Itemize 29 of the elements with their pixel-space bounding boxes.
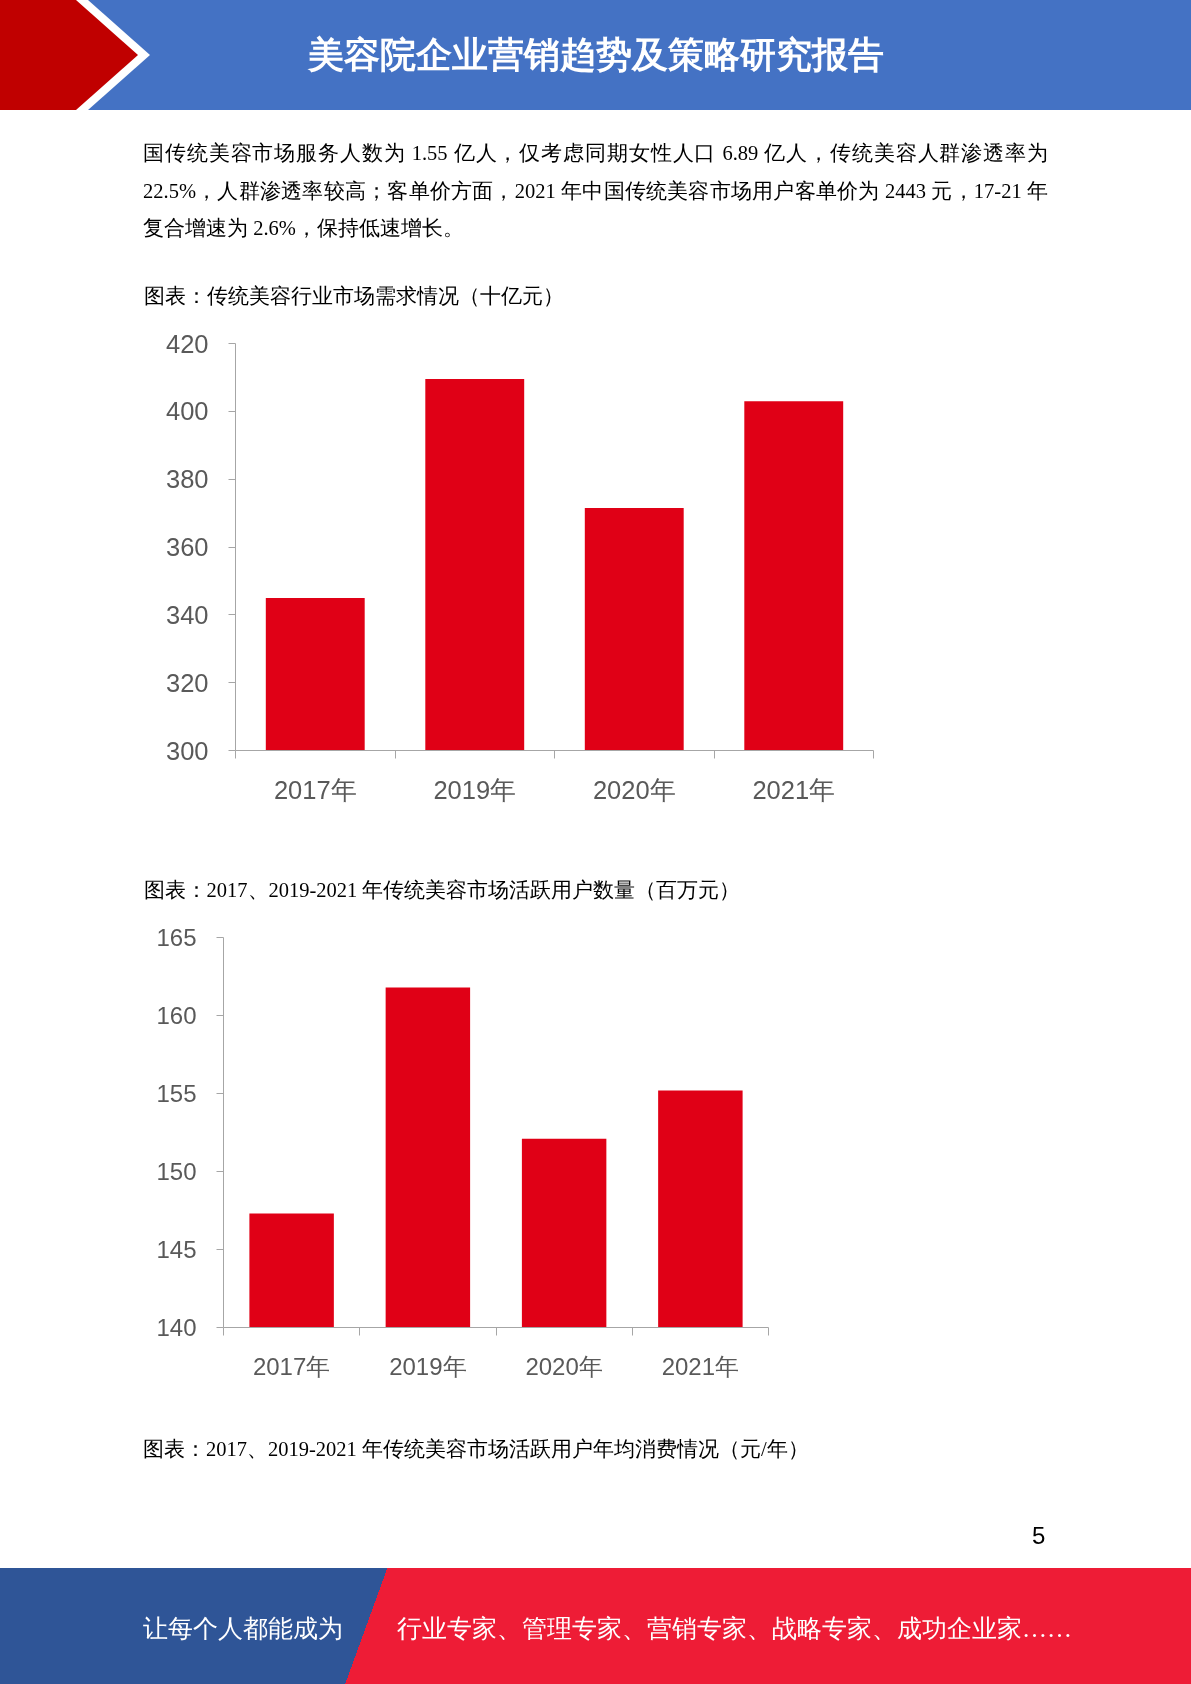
chart-title: 图表：传统美容行业市场需求情况（十亿元） <box>143 284 564 307</box>
y-tick-label: 320 <box>165 668 209 697</box>
y-tick-label: 160 <box>156 1002 197 1029</box>
chart-title: 图表：2017、2019-2021 年传统美容市场活跃用户数量（百万元） <box>143 878 741 901</box>
y-tick-label: 155 <box>156 1080 197 1107</box>
y-tick-label: 420 <box>165 329 209 358</box>
text: 图表：2017、2019-2021 年传统美容市场活跃用户年均消费情况（元/年） <box>143 1437 809 1462</box>
x-tick-label: 2020年 <box>525 1352 603 1380</box>
x-tick-label: 2021年 <box>752 775 836 804</box>
x-tick-label: 2019年 <box>433 775 517 804</box>
x-tick-label: 2020年 <box>592 775 676 804</box>
text: 行业专家、管理专家、营销专家、战略专家、成功企业家…… <box>397 1614 1072 1644</box>
y-tick-label: 140 <box>156 1314 197 1341</box>
text: 让每个人都能成为 <box>143 1614 343 1644</box>
text: 美容院企业营销趋势及策略研究报告 <box>0 0 1191 110</box>
y-tick-label: 400 <box>165 397 209 426</box>
y-tick-label: 340 <box>165 600 209 629</box>
y-tick-label: 145 <box>156 1236 197 1263</box>
y-tick-label: 165 <box>156 924 197 951</box>
x-tick-label: 2017年 <box>273 775 357 804</box>
text: 国传统美容市场服务人数为 1.55 亿人，仅考虑同期女性人口 6.89 亿人，传统美容人群渗透率为 22.5%，人群渗透率较高；客单价方面，2021 年中国传统美容市场用户客单价为 2443 元，17-21 年复合增速为 2.6%，保持低速增长。 <box>143 141 1048 241</box>
x-tick-label: 2019年 <box>389 1352 467 1380</box>
x-tick-label: 2021年 <box>661 1352 740 1380</box>
y-tick-label: 150 <box>156 1158 197 1185</box>
x-tick-label: 2017年 <box>252 1352 331 1380</box>
y-tick-label: 380 <box>165 465 209 494</box>
y-tick-label: 360 <box>165 533 209 561</box>
text: 5 <box>1032 1522 1046 1550</box>
y-tick-label: 300 <box>165 736 209 765</box>
